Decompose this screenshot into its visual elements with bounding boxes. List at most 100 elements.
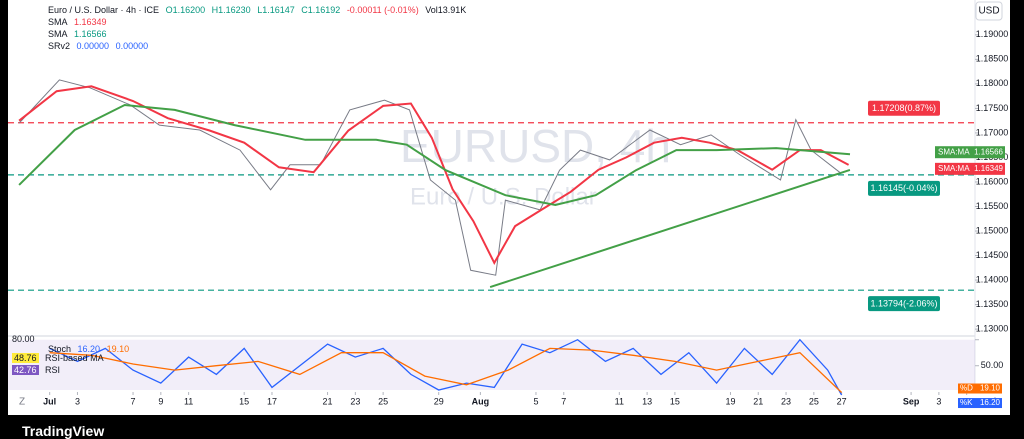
y-tick-label: 1.16000 xyxy=(976,176,1009,186)
stoch-tag-box xyxy=(958,383,1002,394)
x-tick-label: 7 xyxy=(561,396,566,406)
legend-row: SMA 1.16349 xyxy=(48,16,111,28)
x-tick-label: 3 xyxy=(75,396,80,406)
x-tick-label: 9 xyxy=(158,396,163,406)
legend-name: SRv2 xyxy=(48,41,71,51)
x-tick-label: 23 xyxy=(781,396,791,406)
price-tag-box xyxy=(935,146,1005,159)
stoch-k: 16.20 xyxy=(77,344,101,354)
y-tick-label: 1.17000 xyxy=(976,127,1009,137)
watermark: EURUSD, 4h xyxy=(400,120,671,172)
low: L1.16147 xyxy=(257,5,295,15)
y-tick-label: 1.19000 xyxy=(976,29,1009,39)
legend-row: SRv2 0.00000 0.00000 xyxy=(48,40,152,52)
rsi-legend: 42.76 RSI xyxy=(12,364,64,376)
x-tick-label: 15 xyxy=(670,396,680,406)
change: -0.00011 (-0.01%) xyxy=(346,5,419,15)
level-label-box xyxy=(868,296,940,312)
stoch-tag-value: 19.10 xyxy=(980,384,1001,393)
level-label: 1.16145(-0.04%) xyxy=(870,183,937,193)
chart-frame xyxy=(8,0,1010,415)
stoch-tag-box xyxy=(958,398,1002,409)
legend-value: 0.00000 xyxy=(115,41,149,51)
header: Euro / U.S. Dollar · 4h · ICE O1.16200 H… xyxy=(48,4,470,16)
x-tick-label: 11 xyxy=(184,396,193,406)
x-tick-label: 11 xyxy=(615,396,624,406)
legend-value: 1.16349 xyxy=(74,17,107,27)
stoch-d: 19.10 xyxy=(106,344,130,354)
rsi-ma-name: RSI-based MA xyxy=(45,353,104,363)
x-tick-label: 5 xyxy=(533,396,538,406)
stoch-title: Stoch xyxy=(48,344,72,354)
x-tick-label: 19 xyxy=(725,396,735,406)
series-line xyxy=(49,338,843,396)
symbol-title: Euro / U.S. Dollar · 4h · ICE xyxy=(48,5,160,15)
y-tick-label: 1.15000 xyxy=(976,225,1009,235)
x-tick-label: 15 xyxy=(239,396,249,406)
x-tick-label: Jul xyxy=(43,396,56,406)
band xyxy=(8,339,975,390)
x-tick-label: 13 xyxy=(642,396,652,406)
rsi-name: RSI xyxy=(45,365,61,375)
legend-name: SMA xyxy=(48,29,68,39)
y-tick-label: 1.18000 xyxy=(976,78,1009,88)
price-tag-value: 1.16349 xyxy=(974,164,1003,173)
legend-value: 1.16566 xyxy=(74,29,107,39)
series-line xyxy=(49,347,843,393)
level-label-box xyxy=(868,100,940,116)
rsi-value: 42.76 xyxy=(12,365,39,375)
y-tick-label: 1.14000 xyxy=(976,274,1009,284)
rsi-legend: 48.76 RSI-based MA xyxy=(12,352,108,364)
stoch-legend: Stoch 16.20 19.10 xyxy=(48,343,133,355)
y-tick-label: 50.00 xyxy=(981,360,1004,370)
series-line xyxy=(18,85,850,266)
level-label: 1.17208(0.87%) xyxy=(872,103,936,113)
x-tick-label: 29 xyxy=(434,396,444,406)
x-tick-label: 3 xyxy=(936,396,941,406)
legend-name: SMA xyxy=(48,17,68,27)
y-tick-label: 80.00 xyxy=(12,334,35,344)
x-tick-label: Aug xyxy=(472,396,490,406)
stoch-tag-value: 16.20 xyxy=(980,398,1001,407)
price-tag-name: SMA:MA xyxy=(938,147,970,156)
series-line xyxy=(18,79,841,276)
x-tick-label: 21 xyxy=(323,396,333,406)
legend-row: SMA 1.16566 xyxy=(48,28,111,40)
x-tick-label: 25 xyxy=(378,396,388,406)
y-tick-label: 1.18500 xyxy=(976,54,1009,64)
volume: Vol13.91K xyxy=(425,5,467,15)
x-tick-label: Sep xyxy=(903,396,920,406)
stoch-tag-name: %K xyxy=(960,398,973,407)
series-line xyxy=(18,103,851,207)
price-tag-value: 1.16566 xyxy=(974,147,1003,156)
x-tick-label: 7 xyxy=(131,396,136,406)
level-label-box xyxy=(868,180,940,196)
level-label: 1.13794(-2.06%) xyxy=(870,299,937,309)
y-tick-label: 1.17500 xyxy=(976,103,1009,113)
watermark-subtitle: Euro / U.S. Dollar xyxy=(410,183,597,210)
brand: TradingView xyxy=(22,423,105,439)
axis-button[interactable]: Z xyxy=(19,397,25,408)
rsi-ma-value: 48.76 xyxy=(12,353,39,363)
price-tag-box xyxy=(935,162,1005,175)
price-tag-name: SMA:MA xyxy=(938,164,970,173)
x-tick-label: 27 xyxy=(837,396,847,406)
x-tick-label: 25 xyxy=(809,396,819,406)
close: C1.16192 xyxy=(301,5,341,15)
stoch-tag-name: %D xyxy=(960,384,973,393)
y-tick-label: 1.13000 xyxy=(976,323,1009,333)
trendline xyxy=(489,169,851,289)
x-tick-label: 17 xyxy=(267,396,277,406)
open: O1.16200 xyxy=(165,5,206,15)
y-tick-label: 1.13500 xyxy=(976,299,1009,309)
x-tick-label: 21 xyxy=(753,396,763,406)
high: H1.16230 xyxy=(211,5,251,15)
y-tick-label: 1.14500 xyxy=(976,250,1009,260)
currency[interactable]: USD xyxy=(978,6,999,17)
legend-value: 0.00000 xyxy=(76,41,110,51)
y-tick-label: 1.15500 xyxy=(976,201,1009,211)
currency-button[interactable] xyxy=(975,1,1003,21)
x-tick-label: 23 xyxy=(350,396,360,406)
